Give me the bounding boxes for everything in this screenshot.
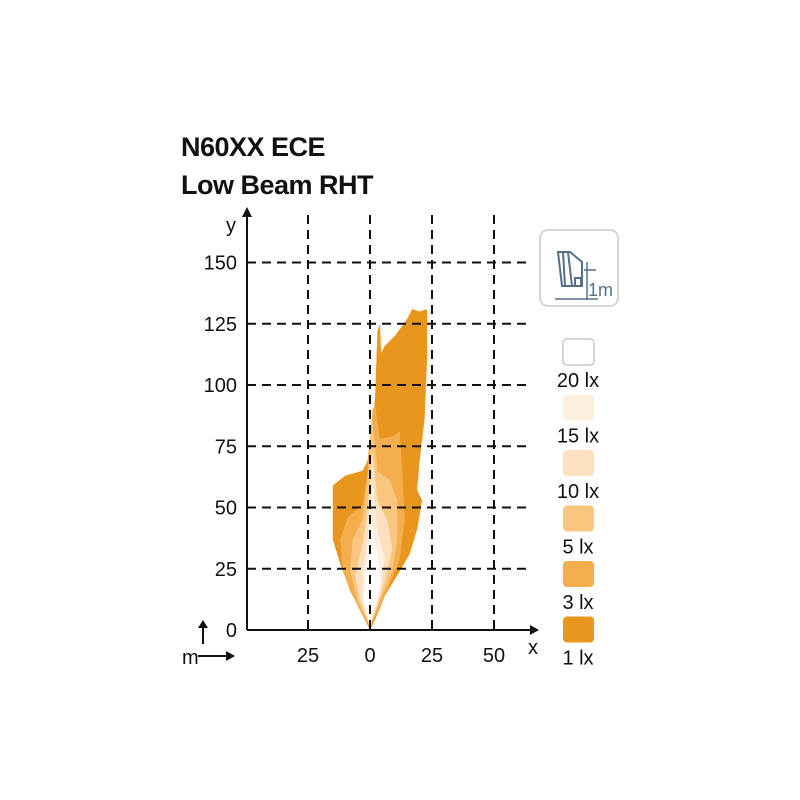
legend-label: 5 lx bbox=[562, 537, 593, 559]
legend-label: 10 lx bbox=[557, 481, 599, 503]
unit-label: m bbox=[182, 647, 199, 669]
legend-swatch bbox=[563, 561, 594, 587]
legend-label: 1 lx bbox=[562, 648, 593, 670]
legend-swatch bbox=[563, 394, 594, 421]
unit-indicator: m bbox=[182, 620, 235, 669]
x-tick-label: 0 bbox=[364, 645, 375, 667]
y-tick-label: 125 bbox=[204, 314, 237, 336]
y-tick-label: 0 bbox=[226, 620, 237, 642]
isolux-contour-20lx bbox=[363, 519, 382, 623]
headlamp-mount-height-icon: 1m bbox=[539, 229, 619, 307]
y-tick-label: 25 bbox=[215, 559, 237, 581]
legend-label: 3 lx bbox=[562, 592, 593, 614]
y-tick-label: 50 bbox=[215, 498, 237, 520]
legend-label: 15 lx bbox=[557, 426, 599, 448]
legend-label: 20 lx bbox=[557, 370, 599, 392]
legend-swatch bbox=[563, 450, 594, 476]
legend-swatch bbox=[562, 338, 595, 366]
mount-height-label: 1m bbox=[588, 280, 613, 300]
chart-title-line2: Low Beam RHT bbox=[181, 170, 374, 200]
legend-swatch bbox=[563, 505, 594, 532]
x-tick-label: 50 bbox=[483, 645, 505, 667]
x-tick-label: 25 bbox=[297, 645, 319, 667]
y-tick-label: 100 bbox=[204, 375, 237, 397]
legend-swatch bbox=[563, 616, 594, 643]
y-tick-label: 150 bbox=[204, 253, 237, 275]
chart-title-line1: N60XX ECE bbox=[181, 132, 326, 162]
y-axis-label: y bbox=[226, 215, 236, 237]
y-axis-arrow bbox=[242, 207, 252, 217]
y-tick-label: 75 bbox=[215, 436, 237, 458]
x-axis-label: x bbox=[528, 637, 538, 659]
x-axis-arrow bbox=[530, 625, 539, 635]
x-tick-label: 25 bbox=[421, 645, 443, 667]
